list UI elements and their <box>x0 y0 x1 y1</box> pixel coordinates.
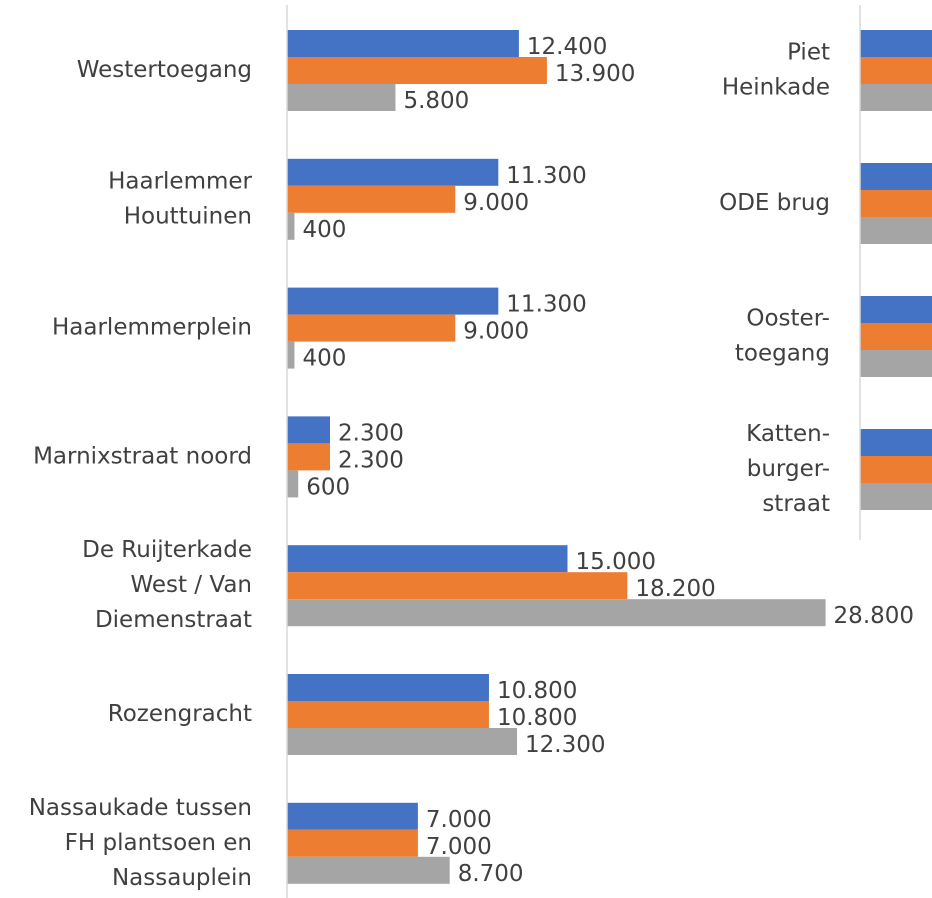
bar <box>287 829 418 857</box>
bar <box>287 30 519 57</box>
bar <box>860 190 932 217</box>
category-label: Marnixstraat noord <box>33 443 252 469</box>
category-label: straat <box>762 491 830 517</box>
value-label: 28.800 <box>834 603 914 629</box>
bar <box>287 341 295 369</box>
bar <box>287 84 396 111</box>
bar <box>860 483 932 510</box>
bar <box>860 429 932 456</box>
value-label: 18.200 <box>635 576 715 602</box>
value-label: 12.300 <box>525 732 605 758</box>
value-label: 7.000 <box>426 807 492 833</box>
category-label: Westertoegang <box>77 57 252 83</box>
value-label: 9.000 <box>463 319 529 345</box>
bar <box>860 30 932 57</box>
value-label: 12.400 <box>527 34 607 60</box>
category-label: De Ruijterkade <box>82 537 252 563</box>
value-label: 5.800 <box>403 88 469 114</box>
bar <box>287 728 518 755</box>
value-label: 11.300 <box>506 163 586 189</box>
category-label: Piet <box>787 40 830 66</box>
bar <box>860 84 932 111</box>
bar <box>287 802 418 830</box>
bar <box>287 416 331 444</box>
value-label: 2.300 <box>338 420 404 446</box>
category-label: Ooster- <box>746 306 830 332</box>
category-label: Nassauplein <box>112 865 252 891</box>
bar <box>287 158 499 186</box>
category-label: West / Van <box>130 572 252 598</box>
bar <box>860 163 932 190</box>
category-label: Rozengracht <box>108 701 252 727</box>
value-label: 600 <box>306 474 350 500</box>
bar <box>287 185 456 213</box>
value-label: 8.700 <box>458 861 524 887</box>
bar <box>287 701 489 728</box>
category-label: Heinkade <box>722 75 830 101</box>
value-label: 11.300 <box>506 292 586 318</box>
value-label: 13.900 <box>555 61 635 87</box>
category-label: Houttuinen <box>124 203 252 229</box>
value-label: 400 <box>302 346 346 372</box>
category-label: Diemenstraat <box>95 607 252 633</box>
value-label: 10.800 <box>497 678 577 704</box>
category-label: Nassaukade tussen <box>29 795 252 821</box>
bar <box>860 57 932 84</box>
bar <box>860 296 932 323</box>
category-label: FH plantsoen en <box>65 830 252 856</box>
bar <box>287 57 547 84</box>
bar <box>287 212 295 240</box>
value-label: 7.000 <box>426 834 492 860</box>
bar <box>287 599 826 627</box>
value-label: 2.300 <box>338 447 404 473</box>
bar <box>287 545 568 573</box>
bar <box>287 674 489 701</box>
category-label: burger- <box>747 456 830 482</box>
category-label: Haarlemmerplein <box>52 315 252 341</box>
bar <box>287 314 456 342</box>
category-label: Haarlemmer <box>108 168 252 194</box>
category-label: toegang <box>735 341 830 367</box>
bar <box>287 443 331 471</box>
value-label: 15.000 <box>576 549 656 575</box>
value-label: 10.800 <box>497 705 577 731</box>
bar <box>287 470 299 498</box>
value-label: 9.000 <box>463 190 529 216</box>
bar <box>860 350 932 377</box>
category-label: Katten- <box>746 421 830 447</box>
category-label: ODE brug <box>719 190 830 216</box>
bar <box>860 217 932 244</box>
bar <box>860 323 932 350</box>
bar <box>860 456 932 483</box>
bar <box>287 572 628 600</box>
bar <box>287 856 450 884</box>
bar <box>287 287 499 315</box>
value-label: 400 <box>302 217 346 243</box>
